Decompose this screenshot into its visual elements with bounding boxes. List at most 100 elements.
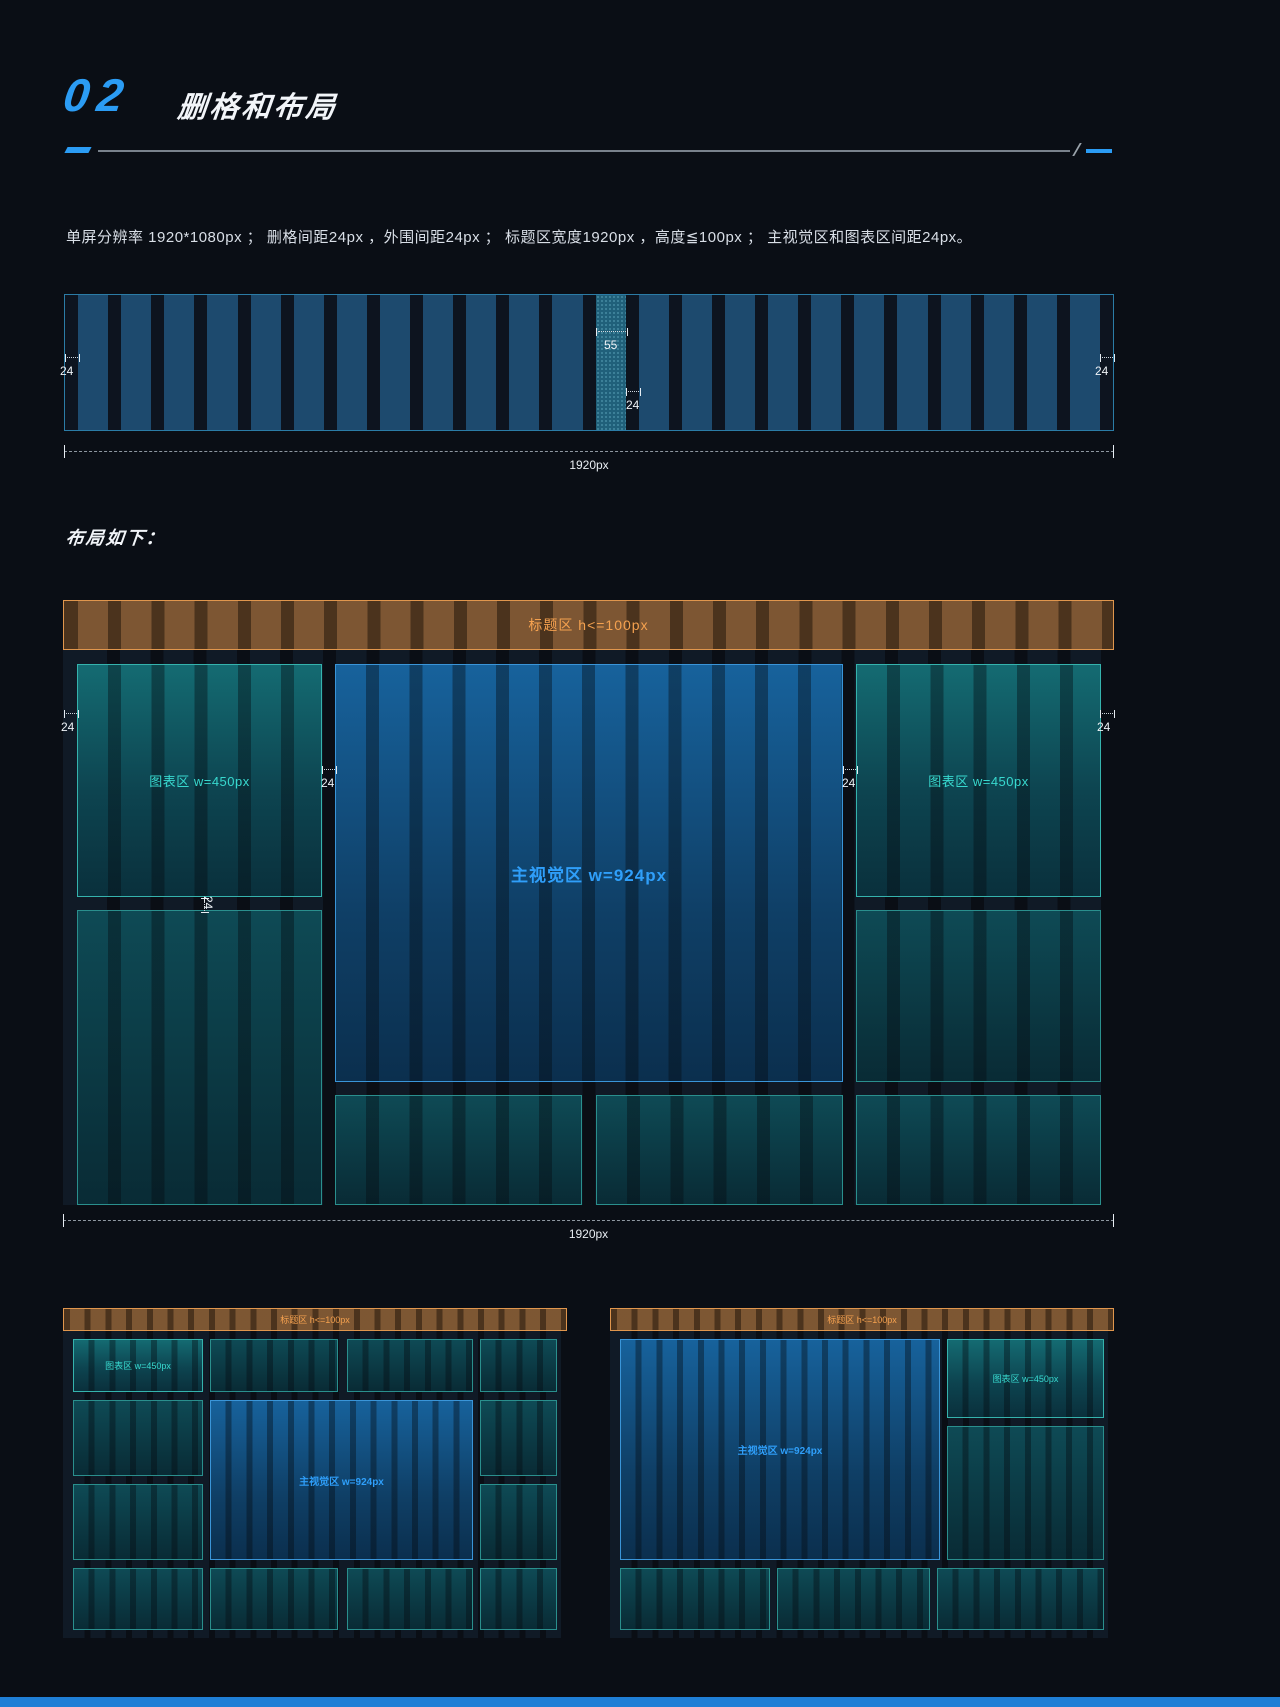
grid-column [509,295,540,430]
panel [480,1568,557,1630]
spec-text: 单屏分辨率 1920*1080px ； 删格间距24px ，外围间距24px ；… [66,229,973,246]
title-bar: 标题区 h<=100px [63,1308,567,1331]
grid-column [940,295,971,430]
chart-panel-right-bottom [856,1095,1101,1205]
grid-column [466,295,497,430]
panel [937,1568,1104,1630]
chart-panel-left-bottom [77,910,322,1205]
layout-right-margin-label: 24 [1097,720,1111,734]
grid-ruler [64,294,1114,431]
main-visual-label: 主视觉区 w=924px [510,865,668,885]
title-bar-label: 标题区 h<=100px [280,1315,350,1325]
underline-rule [98,150,1070,152]
layout-left-margin-label: 24 [61,720,75,734]
gutter-label: 24 [626,398,640,412]
layout-row-gap-label: 24 [201,896,215,910]
grid-column [681,295,712,430]
panel [480,1484,557,1560]
underline-slash-mark [1072,143,1082,156]
chart-area-right: 图表区 w=450px [947,1339,1104,1418]
ruler-total-width-line [64,445,1114,458]
grid-column [854,295,885,430]
layout-diagram-main: 标题区 h<=100px 图表区 w=450px 主视觉区 w=924px 图表… [61,600,1115,1205]
panel [73,1484,203,1560]
main-visual-area: 主视觉区 w=924px [620,1339,940,1560]
panel [210,1568,338,1630]
layout-gutter-left-label: 24 [321,776,335,790]
title-bar: 标题区 h<=100px [63,600,1114,650]
title-bar: 标题区 h<=100px [610,1308,1114,1331]
layout-diagram-variant-right: 标题区 h<=100px 主视觉区 w=924px 图表区 w=450px [610,1308,1114,1638]
layout-right-margin-marker [1100,710,1115,718]
panel [347,1339,473,1392]
footer-accent-bar [0,1697,1280,1707]
section-title: 删格和布局 [176,92,340,124]
layout-gutter-right-label: 24 [842,776,856,790]
panel [777,1568,930,1630]
panel [480,1339,557,1392]
underline-accent-left [64,147,92,153]
left-margin-marker [65,354,80,362]
chart-area-label: 图表区 w=450px [992,1374,1059,1384]
bottom-panel-center-left [335,1095,582,1205]
chart-area-right: 图表区 w=450px [856,664,1101,897]
grid-column [423,295,454,430]
panel [620,1568,770,1630]
grid-column [638,295,669,430]
layout-gutter-right-marker [843,766,858,774]
grid-column [724,295,755,430]
title-bar-label: 标题区 h<=100px [827,1315,897,1325]
grid-column [207,295,238,430]
section-number: 02 [60,69,135,121]
grid-column [768,295,799,430]
layout-heading: 布局如下： [64,528,167,548]
chart-panel-right-middle [856,910,1101,1082]
column-width-marker [596,328,628,336]
grid-column-highlighted [595,295,626,430]
chart-area-right-label: 图表区 w=450px [928,774,1029,789]
right-margin-marker [1100,354,1115,362]
chart-area-label: 图表区 w=450px [105,1361,171,1371]
panel [210,1339,338,1392]
grid-column [121,295,152,430]
grid-column [983,295,1014,430]
grid-column [1026,295,1057,430]
main-visual-area: 主视觉区 w=924px [210,1400,473,1560]
layout-total-width-label: 1920px [568,1227,609,1241]
chart-area-left: 图表区 w=450px [77,664,322,897]
grid-column [897,295,928,430]
chart-area-left: 图表区 w=450px [73,1339,203,1392]
panel [347,1568,473,1630]
column-width-label: 55 [604,338,618,352]
layout-diagram-variant-left: 标题区 h<=100px 图表区 w=450px 主视觉区 w=924px [63,1308,567,1638]
layout-gutter-left-marker [322,766,337,774]
grid-column [811,295,842,430]
panel [73,1400,203,1476]
grid-column [78,295,109,430]
title-bar-label: 标题区 h<=100px [528,617,649,633]
layout-row-gap-marker [201,898,209,913]
grid-column [552,295,583,430]
ruler-total-width-label: 1920px [569,458,609,472]
grid-column [250,295,281,430]
underline-accent-right [1086,149,1112,153]
grid-column [1069,295,1100,430]
bottom-panel-center-right [596,1095,843,1205]
panel [480,1400,557,1476]
panel [73,1568,203,1630]
gutter-marker [626,388,641,396]
main-visual-area: 主视觉区 w=924px [335,664,843,1082]
layout-total-width-line [63,1214,1114,1227]
grid-column [293,295,324,430]
main-visual-label: 主视觉区 w=924px [299,1476,384,1488]
main-visual-label: 主视觉区 w=924px [737,1446,823,1457]
left-margin-label: 24 [60,364,74,378]
right-margin-label: 24 [1095,364,1109,378]
chart-area-left-label: 图表区 w=450px [149,774,250,789]
layout-left-margin-marker [64,710,79,718]
grid-column [336,295,367,430]
panel [947,1426,1104,1560]
grid-column [379,295,410,430]
grid-column [164,295,195,430]
